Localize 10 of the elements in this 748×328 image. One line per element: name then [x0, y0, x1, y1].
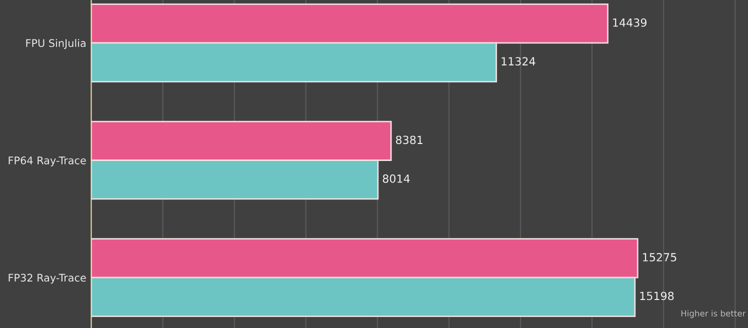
annotation: Higher is better	[681, 310, 746, 318]
data-label: 8014	[382, 174, 410, 183]
y-tick-label: FP32 Ray-Trace	[8, 274, 86, 284]
data-label: 15198	[640, 292, 674, 300]
y-tick-label: FP64 Ray-Trace	[8, 156, 86, 166]
data-label: 11324	[502, 57, 536, 66]
data-label: 15275	[643, 253, 676, 262]
y-tick-label: FPU SinJulia	[26, 38, 86, 49]
data-label: 8381	[396, 136, 422, 144]
data-label: 14439	[613, 18, 646, 27]
